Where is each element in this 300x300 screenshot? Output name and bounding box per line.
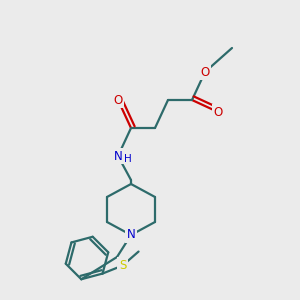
- Text: H: H: [124, 154, 132, 164]
- Text: O: O: [113, 94, 123, 106]
- Text: N: N: [114, 149, 122, 163]
- Text: S: S: [119, 259, 126, 272]
- Text: N: N: [127, 229, 135, 242]
- Text: O: O: [200, 65, 210, 79]
- Text: O: O: [213, 106, 223, 118]
